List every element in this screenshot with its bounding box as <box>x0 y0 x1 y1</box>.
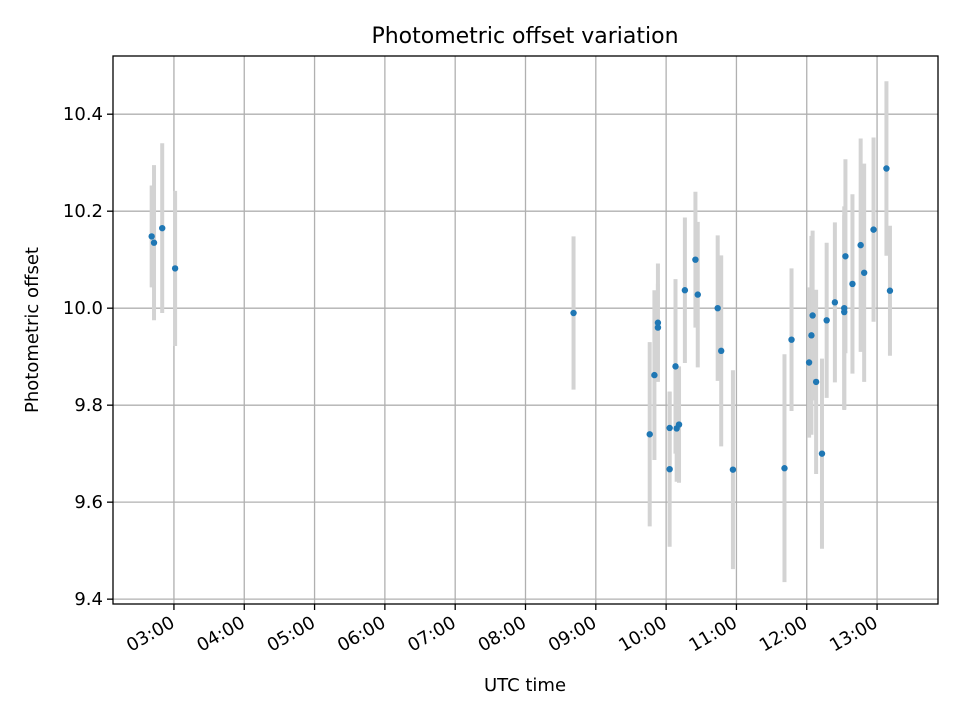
data-point <box>681 287 689 294</box>
data-point <box>692 256 699 263</box>
x-tick-label: 04:00 <box>193 612 248 656</box>
x-tick-label: 13:00 <box>826 612 881 656</box>
data-point <box>812 378 820 386</box>
x-axis-label: UTC time <box>484 675 566 696</box>
data-point <box>666 465 673 473</box>
error-bars <box>149 81 892 583</box>
y-tick-label: 10.0 <box>63 298 103 319</box>
data-point <box>646 431 653 438</box>
data-point <box>159 224 166 232</box>
data-point <box>842 253 849 260</box>
data-point <box>718 347 725 355</box>
x-tick-label: 07:00 <box>404 612 459 656</box>
y-tick-label: 10.2 <box>63 201 103 222</box>
data-point <box>654 319 662 326</box>
x-tick-label: 06:00 <box>334 612 389 656</box>
x-tick-label: 10:00 <box>615 612 670 656</box>
data-point <box>666 424 673 432</box>
y-axis-ticks: 9.4 9.6 9.8 10.0 10.2 10.4 <box>63 104 113 610</box>
data-point <box>805 359 813 366</box>
data-point <box>849 280 856 288</box>
x-tick-label: 03:00 <box>123 612 178 656</box>
x-tick-label: 05:00 <box>264 612 319 656</box>
data-point <box>788 336 795 343</box>
data-point <box>714 304 721 312</box>
y-tick-label: 9.8 <box>74 395 103 416</box>
data-point <box>886 287 894 294</box>
data-point <box>694 291 701 298</box>
data-point <box>831 299 839 306</box>
y-tick-label: 10.4 <box>63 104 103 125</box>
data-point <box>883 165 890 172</box>
y-tick-label: 9.6 <box>74 492 103 513</box>
data-point <box>860 269 868 276</box>
data-point <box>808 332 815 339</box>
data-point <box>171 265 179 272</box>
x-tick-label: 11:00 <box>686 612 741 656</box>
data-point <box>818 450 826 457</box>
data-point <box>672 363 679 370</box>
x-tick-label: 09:00 <box>545 612 600 656</box>
data-point <box>781 465 788 472</box>
data-point <box>809 312 816 319</box>
chart-title: Photometric offset variation <box>371 24 678 49</box>
data-point <box>857 241 864 249</box>
y-tick-label: 9.4 <box>74 589 103 610</box>
data-point <box>651 371 658 379</box>
data-point <box>570 309 577 317</box>
data-point <box>870 226 877 233</box>
data-point <box>148 233 155 240</box>
data-point <box>841 308 848 316</box>
x-tick-label: 12:00 <box>756 612 811 656</box>
data-point <box>823 317 830 324</box>
data-point <box>654 324 662 331</box>
x-axis-ticks: 03:00 04:00 05:00 06:00 07:00 08:00 09:00 10:00… <box>123 604 882 656</box>
grid <box>113 56 938 604</box>
data-points <box>148 165 894 473</box>
data-point <box>675 421 683 428</box>
data-point <box>729 466 737 473</box>
data-point <box>150 239 158 246</box>
x-tick-label: 08:00 <box>475 612 530 656</box>
y-axis-label: Photometric offset <box>22 247 43 413</box>
